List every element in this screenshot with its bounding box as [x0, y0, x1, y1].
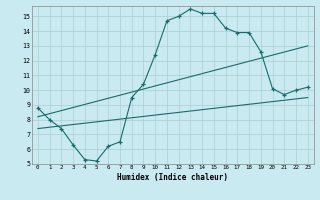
- X-axis label: Humidex (Indice chaleur): Humidex (Indice chaleur): [117, 173, 228, 182]
